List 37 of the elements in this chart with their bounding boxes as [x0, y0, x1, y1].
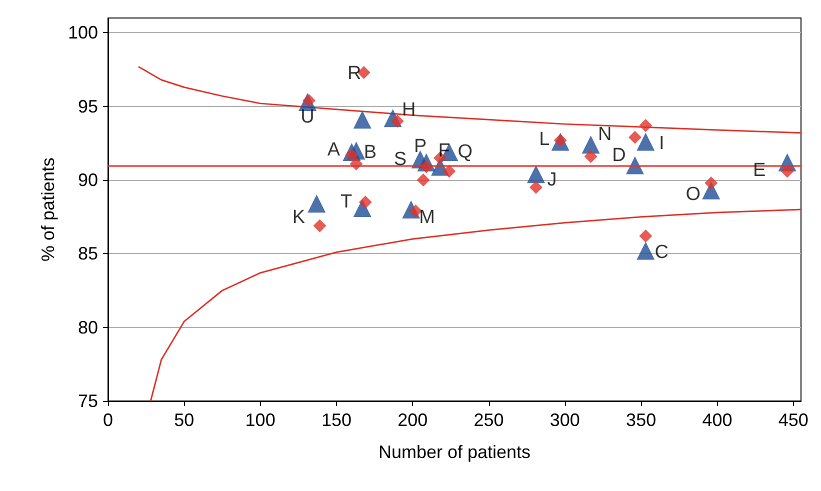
y-tick-label: 85: [78, 244, 98, 264]
x-tick-label: 150: [321, 410, 352, 430]
annotation: L: [539, 129, 550, 150]
annotation: U: [300, 106, 314, 128]
x-tick-label: 450: [778, 410, 808, 430]
x-tick-label: 200: [398, 410, 428, 430]
annotation: C: [654, 242, 669, 264]
annotation: S: [394, 148, 407, 170]
annotation: R: [347, 63, 362, 84]
x-tick-label: 100: [245, 410, 276, 430]
annotation: N: [598, 124, 612, 146]
annotation: T: [340, 192, 353, 213]
x-tick-label: 0: [102, 410, 114, 430]
y-tick-label: 90: [78, 170, 98, 190]
y-tick-label: 75: [78, 391, 98, 411]
y-tick-label: 80: [78, 317, 98, 338]
y-tick-label: 100: [68, 22, 98, 43]
annotation: B: [364, 142, 377, 164]
annotation: P: [414, 136, 427, 157]
annotation: J: [547, 170, 557, 191]
y-axis-title: % of patients: [38, 157, 58, 262]
x-tick-label: 300: [550, 410, 580, 430]
x-axis-title: Number of patients: [378, 442, 531, 462]
y-tick-label: 95: [78, 96, 98, 116]
annotation: K: [292, 207, 306, 228]
annotation: D: [612, 144, 626, 166]
annotation: M: [419, 207, 436, 228]
x-tick-label: 250: [474, 410, 504, 430]
x-tick-label: 50: [174, 410, 194, 430]
annotation: Q: [458, 142, 473, 163]
annotation: O: [686, 184, 701, 205]
annotation: E: [752, 160, 766, 181]
annotation: A: [327, 140, 340, 161]
annotation: I: [659, 133, 664, 154]
x-tick-label: 400: [702, 410, 732, 430]
x-tick-label: 350: [626, 410, 656, 430]
annotation: F: [438, 140, 450, 162]
